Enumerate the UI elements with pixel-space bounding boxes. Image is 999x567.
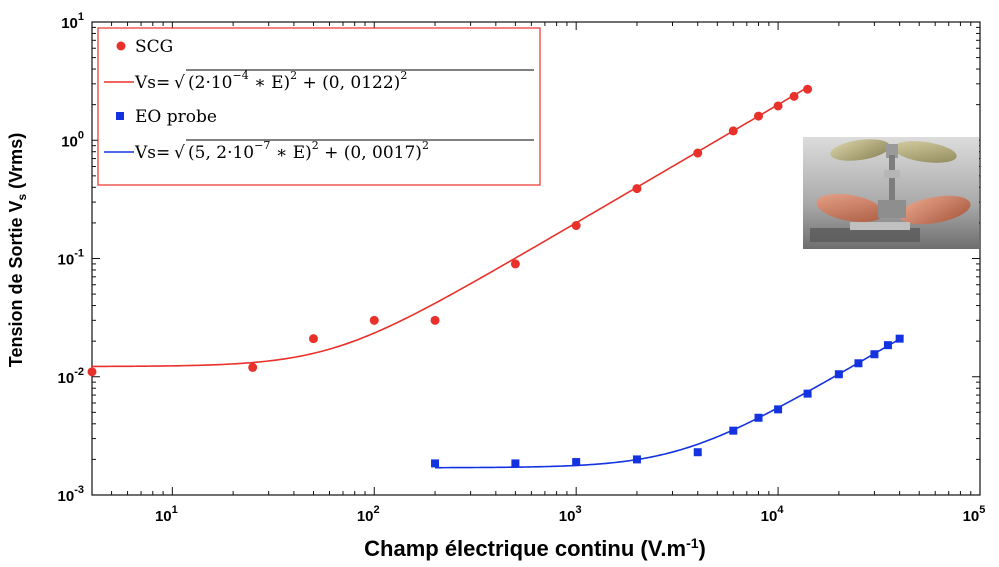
x-axis-title: Champ électrique continu (V.m-1) xyxy=(364,535,706,561)
formula-math: (2·10 xyxy=(188,73,232,93)
legend-label-eo-fit: Vs= √ (5, 2·10−7 ∗ E)2 + (0, 0017)2 xyxy=(134,139,534,163)
y-tick-label: 10-3 xyxy=(58,484,84,505)
formula-math: (5, 2·10 xyxy=(188,143,254,163)
legend: SCG Vs= √ (2·10−4 ∗ E)2 + (0, 0122)2 EO … xyxy=(97,27,541,186)
eo-probe-data-point xyxy=(834,370,843,379)
scg-data-point xyxy=(754,111,764,121)
x-tick-label: 101 xyxy=(155,504,178,525)
svg-text:√: √ xyxy=(174,73,185,93)
eo-probe-data-point xyxy=(431,459,440,468)
legend-label-scg: SCG xyxy=(135,37,173,57)
svg-text:(5, 2·10−7 ∗ E)2 + (0, 0017)2: (5, 2·10−7 ∗ E)2 + (0, 0017)2 xyxy=(188,139,429,163)
scg-data-point xyxy=(803,84,813,94)
legend-label-eo: EO probe xyxy=(135,107,217,127)
formula-sq2: 2 xyxy=(400,69,407,82)
y-tick-label: 10-1 xyxy=(58,248,84,269)
scg-data-point xyxy=(430,315,440,325)
axis-tick-labels: 101 102 103 104 105 10-3 10-2 10-1 100 101 xyxy=(58,11,986,525)
formula-prefix: Vs= xyxy=(134,73,170,93)
scg-data-point xyxy=(728,126,738,136)
eo-probe-data-point xyxy=(803,389,812,398)
formula-sq: 2 xyxy=(312,139,319,152)
formula-plus: + (0, 0017) xyxy=(319,143,422,163)
scg-data-point xyxy=(773,101,783,111)
x-tick-label: 102 xyxy=(357,504,380,525)
legend-marker-scg xyxy=(116,41,126,51)
scg-data-point xyxy=(510,259,520,269)
data-points xyxy=(87,84,904,468)
svg-text:√: √ xyxy=(174,143,185,163)
svg-text:Vs=: Vs= xyxy=(134,73,170,93)
svg-text:(2·10−4 ∗ E)2 + (0, 0122)2: (2·10−4 ∗ E)2 + (0, 0122)2 xyxy=(188,69,407,93)
eo-probe-data-point xyxy=(729,426,738,435)
eo-probe-data-point xyxy=(854,359,863,368)
y-tick-label: 100 xyxy=(61,129,84,150)
formula-sq: 2 xyxy=(290,69,297,82)
y-axis-title: Tension de Sortie Vs (Vrms) xyxy=(6,133,29,367)
eo-probe-data-point xyxy=(895,334,904,343)
scg-data-point xyxy=(308,334,318,344)
formula-sup: −7 xyxy=(254,139,270,152)
eo-probe-data-point xyxy=(870,350,879,359)
formula-plus: + (0, 0122) xyxy=(297,73,400,93)
eo-probe-data-point xyxy=(754,413,763,422)
eo-probe-data-point xyxy=(774,405,783,414)
fit-curve-1 xyxy=(91,86,808,368)
x-tick-label: 104 xyxy=(761,504,785,525)
x-tick-label: 105 xyxy=(963,504,986,525)
legend-label-scg-fit: Vs= √ (2·10−4 ∗ E)2 + (0, 0122)2 xyxy=(134,69,534,93)
eo-probe-data-point xyxy=(572,458,581,467)
sensor-photo xyxy=(803,137,979,249)
formula-rest: ∗ E) xyxy=(249,73,290,93)
formula-sup: −4 xyxy=(232,69,248,82)
eo-probe-data-point xyxy=(511,459,520,468)
fit-curve-3 xyxy=(435,338,901,469)
scg-data-point xyxy=(248,362,258,372)
formula-rest: ∗ E) xyxy=(270,143,311,163)
scg-data-point xyxy=(632,184,642,194)
scg-data-point xyxy=(571,221,581,231)
legend-marker-eo xyxy=(116,112,124,120)
formula-prefix: Vs= xyxy=(134,143,170,163)
scg-data-point xyxy=(87,367,97,377)
eo-probe-data-point xyxy=(883,341,892,350)
svg-text:Vs=: Vs= xyxy=(134,143,170,163)
eo-probe-data-point xyxy=(693,448,702,457)
scg-data-point xyxy=(693,148,703,158)
x-tick-label: 103 xyxy=(559,504,582,525)
eo-probe-data-point xyxy=(632,455,641,464)
formula-sq2: 2 xyxy=(422,139,429,152)
y-tick-label: 101 xyxy=(61,11,84,32)
legend-box xyxy=(97,27,541,186)
scg-data-point xyxy=(789,91,799,101)
y-tick-label: 10-2 xyxy=(58,366,84,387)
scg-data-point xyxy=(369,315,379,325)
